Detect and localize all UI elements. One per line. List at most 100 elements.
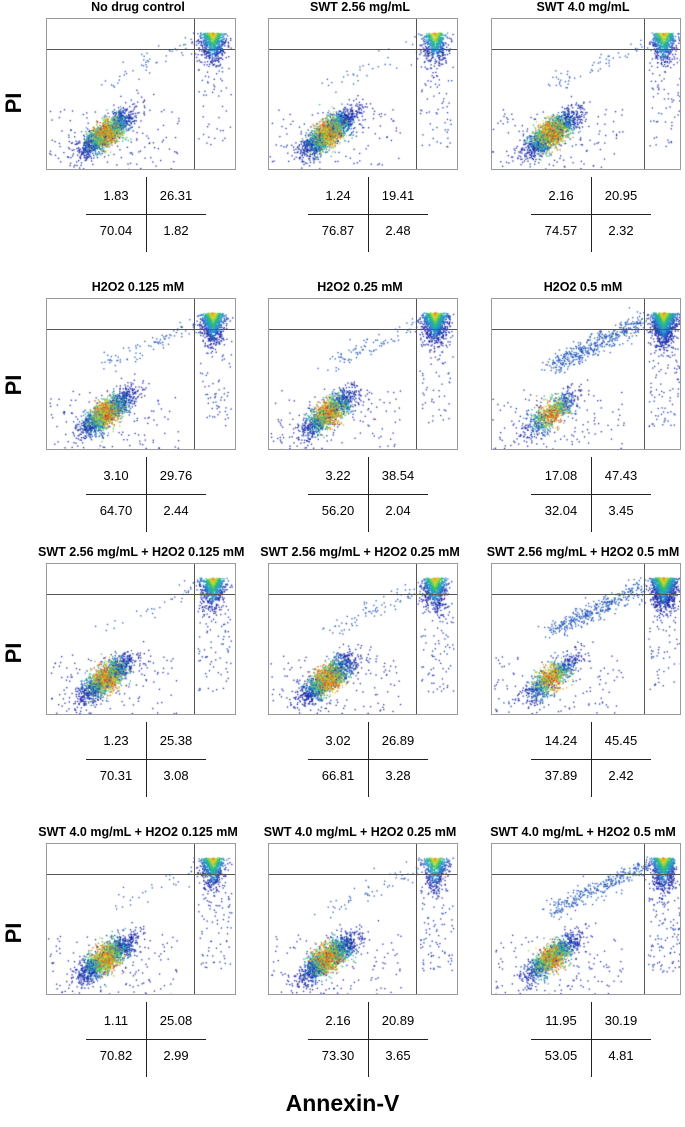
quadrant-gate-horizontal xyxy=(269,874,457,875)
quadrant-value-ur: 47.43 xyxy=(604,468,638,483)
flow-panel-1: No drug control 1.83 26.31 70.04 1.82 xyxy=(38,0,238,265)
dot-plot xyxy=(268,298,458,450)
quadrant-value-ul: 17.08 xyxy=(544,468,578,483)
quadrant-value-ll: 73.30 xyxy=(321,1048,355,1063)
dot-plot xyxy=(491,298,681,450)
panel-title: SWT 2.56 mg/mL + H2O2 0.25 mM xyxy=(260,545,460,559)
quadrant-percentages: 1.24 19.41 76.87 2.48 xyxy=(308,177,428,252)
panel-title: H2O2 0.5 mM xyxy=(543,280,623,294)
quadrant-percentages: 3.10 29.76 64.70 2.44 xyxy=(86,457,206,532)
quadrant-value-ul: 3.10 xyxy=(103,468,129,483)
flow-panel-6: H2O2 0.5 mM 17.08 47.43 32.04 3.45 xyxy=(483,280,683,545)
quadrant-gate-vertical xyxy=(416,564,417,714)
dot-cloud xyxy=(492,564,680,714)
quadrant-value-ur: 25.38 xyxy=(159,733,193,748)
quadrant-value-ll: 74.57 xyxy=(544,223,578,238)
quadrant-percentages: 11.95 30.19 53.05 4.81 xyxy=(531,1002,651,1077)
dot-cloud xyxy=(492,844,680,994)
quadrant-value-ul: 14.24 xyxy=(544,733,578,748)
dot-plot xyxy=(268,843,458,995)
dot-plot xyxy=(46,298,236,450)
flow-panel-10: SWT 4.0 mg/mL + H2O2 0.125 mM 1.11 25.08 70… xyxy=(38,825,238,1090)
quadrant-gate-vertical xyxy=(194,564,195,714)
quadrant-divider-horizontal xyxy=(531,494,651,495)
quadrant-value-ur: 29.76 xyxy=(159,468,193,483)
dot-plot xyxy=(46,563,236,715)
quadrant-gate-horizontal xyxy=(269,594,457,595)
flow-panel-12: SWT 4.0 mg/mL + H2O2 0.5 mM 11.95 30.19 53.… xyxy=(483,825,683,1090)
quadrant-value-ll: 64.70 xyxy=(99,503,133,518)
quadrant-percentages: 1.11 25.08 70.82 2.99 xyxy=(86,1002,206,1077)
quadrant-value-lr: 1.82 xyxy=(163,223,189,238)
dot-cloud xyxy=(492,19,680,169)
quadrant-value-ll: 53.05 xyxy=(544,1048,578,1063)
quadrant-divider-horizontal xyxy=(308,494,428,495)
quadrant-percentages: 1.23 25.38 70.31 3.08 xyxy=(86,722,206,797)
dot-cloud xyxy=(269,564,457,714)
quadrant-value-ur: 20.89 xyxy=(381,1013,415,1028)
quadrant-gate-horizontal xyxy=(492,874,680,875)
dot-cloud xyxy=(47,564,235,714)
quadrant-divider-horizontal xyxy=(86,759,206,760)
quadrant-value-lr: 3.08 xyxy=(163,768,189,783)
flow-panel-8: SWT 2.56 mg/mL + H2O2 0.25 mM 3.02 26.89 66… xyxy=(260,545,460,810)
quadrant-gate-horizontal xyxy=(47,49,235,50)
quadrant-gate-vertical xyxy=(416,299,417,449)
quadrant-divider-horizontal xyxy=(531,1039,651,1040)
quadrant-gate-vertical xyxy=(416,19,417,169)
quadrant-value-ul: 11.95 xyxy=(545,1013,577,1028)
quadrant-value-ul: 1.11 xyxy=(103,1013,129,1028)
y-axis-label-row-2: PI xyxy=(1,374,26,396)
quadrant-value-lr: 2.99 xyxy=(163,1048,189,1063)
panel-title: No drug control xyxy=(91,0,185,14)
quadrant-gate-vertical xyxy=(194,844,195,994)
quadrant-gate-vertical xyxy=(644,564,645,714)
dot-cloud xyxy=(269,299,457,449)
quadrant-value-ll: 56.20 xyxy=(321,503,355,518)
quadrant-percentages: 2.16 20.89 73.30 3.65 xyxy=(308,1002,428,1077)
dot-plot xyxy=(268,18,458,170)
quadrant-value-ll: 70.31 xyxy=(99,768,133,783)
quadrant-value-ll: 37.89 xyxy=(544,768,578,783)
quadrant-value-ll: 76.87 xyxy=(321,223,355,238)
quadrant-gate-vertical xyxy=(416,844,417,994)
quadrant-value-ll: 66.81 xyxy=(321,768,355,783)
quadrant-gate-horizontal xyxy=(47,594,235,595)
quadrant-percentages: 3.22 38.54 56.20 2.04 xyxy=(308,457,428,532)
quadrant-percentages: 1.83 26.31 70.04 1.82 xyxy=(86,177,206,252)
panel-title: SWT 4.0 mg/mL + H2O2 0.25 mM xyxy=(263,825,457,839)
panel-title: SWT 4.0 mg/mL xyxy=(536,0,630,14)
quadrant-value-lr: 2.04 xyxy=(385,503,411,518)
flow-panel-3: SWT 4.0 mg/mL 2.16 20.95 74.57 2.32 xyxy=(483,0,683,265)
quadrant-gate-horizontal xyxy=(492,594,680,595)
quadrant-gate-vertical xyxy=(194,19,195,169)
quadrant-divider-horizontal xyxy=(308,214,428,215)
quadrant-value-ur: 38.54 xyxy=(381,468,415,483)
quadrant-gate-vertical xyxy=(644,844,645,994)
panel-title: SWT 4.0 mg/mL + H2O2 0.125 mM xyxy=(38,825,238,839)
dot-cloud xyxy=(47,844,235,994)
x-axis-label: Annexin-V xyxy=(285,1090,400,1116)
panel-title: SWT 2.56 mg/mL xyxy=(309,0,411,14)
quadrant-value-lr: 3.65 xyxy=(385,1048,411,1063)
quadrant-value-ur: 25.08 xyxy=(159,1013,193,1028)
quadrant-value-ul: 1.83 xyxy=(103,188,129,203)
dot-cloud xyxy=(47,299,235,449)
quadrant-value-ul: 2.16 xyxy=(325,1013,351,1028)
quadrant-gate-horizontal xyxy=(47,874,235,875)
quadrant-percentages: 2.16 20.95 74.57 2.32 xyxy=(531,177,651,252)
quadrant-value-ll: 32.04 xyxy=(544,503,578,518)
quadrant-divider-horizontal xyxy=(308,1039,428,1040)
quadrant-value-ll: 70.04 xyxy=(99,223,133,238)
flow-panel-9: SWT 2.56 mg/mL + H2O2 0.5 mM 14.24 45.45 37… xyxy=(483,545,683,810)
dot-plot xyxy=(46,18,236,170)
quadrant-divider-horizontal xyxy=(86,1039,206,1040)
quadrant-value-lr: 3.28 xyxy=(385,768,411,783)
quadrant-value-ur: 45.45 xyxy=(604,733,638,748)
quadrant-percentages: 17.08 47.43 32.04 3.45 xyxy=(531,457,651,532)
panel-title: SWT 2.56 mg/mL + H2O2 0.5 mM xyxy=(486,545,680,559)
quadrant-value-ul: 1.23 xyxy=(103,733,129,748)
quadrant-value-lr: 3.45 xyxy=(608,503,634,518)
flow-panel-11: SWT 4.0 mg/mL + H2O2 0.25 mM 2.16 20.89 73.… xyxy=(260,825,460,1090)
